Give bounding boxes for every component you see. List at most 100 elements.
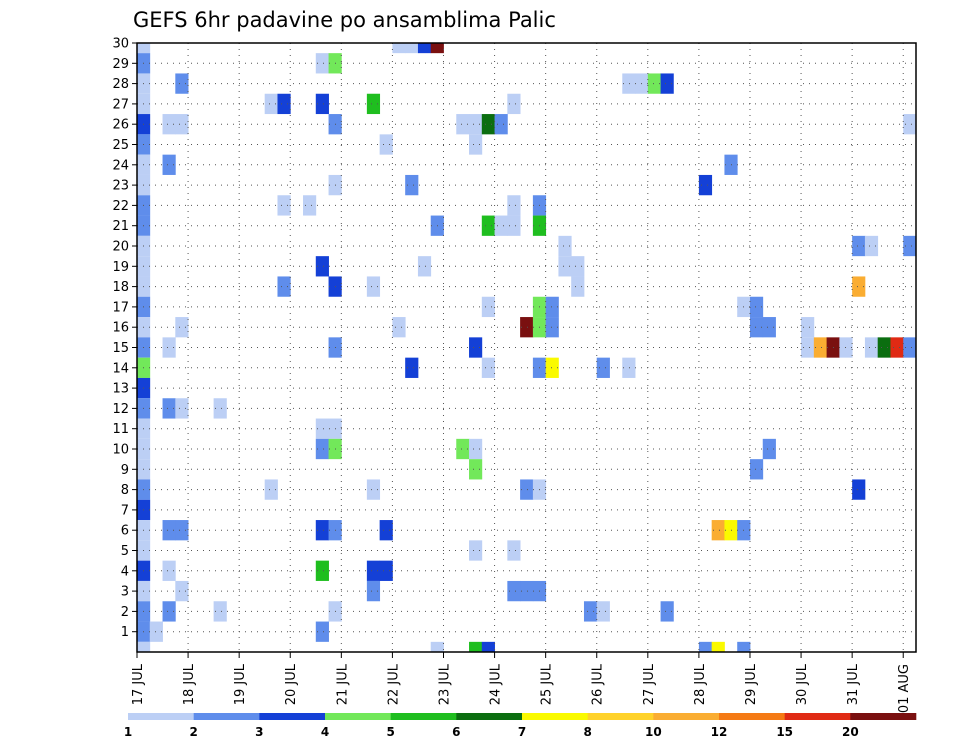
data-cell	[749, 296, 764, 318]
x-tick-label: 21 JUL	[335, 663, 350, 705]
data-cell	[852, 276, 866, 297]
data-cell	[315, 418, 329, 439]
colorbar-label: 3	[255, 725, 263, 739]
data-cell	[366, 479, 381, 500]
data-cell	[162, 398, 176, 419]
data-cell	[801, 337, 815, 358]
y-tick-label: 20	[112, 240, 129, 255]
y-tick-label: 14	[112, 361, 129, 376]
data-cell	[417, 43, 432, 54]
data-cell	[277, 276, 291, 297]
y-tick-label: 13	[112, 382, 129, 397]
y-tick-label: 29	[112, 57, 129, 72]
y-tick-label: 11	[112, 422, 129, 437]
data-cell	[698, 641, 713, 652]
data-cell	[520, 317, 534, 338]
y-tick-label: 21	[112, 219, 129, 234]
data-cell	[366, 560, 381, 581]
colorbar-label: 10	[645, 725, 662, 739]
data-cell	[315, 438, 329, 460]
data-cell	[366, 93, 381, 115]
data-cell	[507, 93, 521, 115]
data-cell	[494, 215, 508, 236]
x-tick-label: 17 JUL	[131, 663, 146, 705]
data-cell	[660, 601, 674, 622]
data-cell	[430, 641, 444, 652]
data-cell	[749, 459, 764, 480]
data-cell	[903, 114, 917, 135]
data-cell	[481, 357, 495, 378]
colorbar-label: 20	[842, 725, 859, 739]
data-cell	[737, 641, 751, 652]
data-cell	[469, 438, 483, 460]
grid-lines	[137, 42, 916, 652]
data-cell	[520, 580, 534, 602]
data-cell	[583, 601, 598, 622]
y-tick-label: 12	[112, 402, 129, 417]
data-cell	[545, 296, 559, 318]
data-cell	[175, 73, 189, 94]
y-tick-label: 27	[112, 97, 129, 112]
data-cell	[877, 337, 891, 358]
data-cell	[277, 195, 291, 216]
colorbar-swatch	[456, 713, 523, 720]
data-cell	[864, 235, 879, 257]
plot-frame	[136, 42, 917, 653]
y-tick-label: 2	[121, 605, 129, 620]
data-cell	[162, 337, 176, 358]
data-cell	[507, 215, 521, 236]
colorbar-swatch	[128, 713, 194, 720]
colorbar-swatch	[587, 713, 654, 720]
data-cell	[698, 174, 713, 196]
colorbar-label: 2	[189, 725, 197, 739]
data-cell	[571, 256, 585, 277]
data-cell	[852, 235, 866, 257]
colorbar-label: 1	[124, 725, 132, 739]
data-cell	[405, 174, 419, 196]
data-cell	[545, 357, 559, 378]
y-tick-label: 19	[112, 260, 129, 275]
x-tick-label: 23 JUL	[437, 663, 452, 705]
data-cell	[507, 540, 521, 561]
y-tick-label: 26	[112, 118, 129, 133]
data-cell	[469, 540, 483, 561]
data-cell	[175, 317, 189, 338]
colorbar-swatch	[193, 713, 260, 720]
data-cell	[469, 459, 483, 480]
y-tick-label: 7	[121, 503, 129, 518]
data-cell	[456, 114, 470, 135]
colorbar-swatch	[522, 713, 588, 720]
data-cell	[558, 235, 572, 257]
axes: 1234567891011121314151617181920212223242…	[112, 37, 917, 713]
data-cell	[162, 560, 176, 581]
data-cell	[481, 114, 495, 135]
data-cell	[469, 114, 483, 135]
data-cell	[481, 641, 495, 652]
data-cell	[162, 520, 176, 541]
colorbar-swatch	[259, 713, 326, 720]
chart-title: GEFS 6hr padavine po ansamblima Palic	[133, 8, 556, 32]
data-cell	[137, 641, 151, 652]
data-cell	[749, 317, 764, 338]
y-tick-label: 5	[121, 544, 129, 559]
data-cell	[315, 560, 329, 581]
data-cell	[175, 114, 189, 135]
data-cell	[481, 215, 495, 236]
y-tick-label: 25	[112, 138, 129, 153]
data-cell	[315, 53, 329, 74]
x-tick-label: 26 JUL	[591, 663, 606, 705]
colorbar-swatch	[850, 713, 917, 720]
data-cell	[213, 601, 227, 622]
data-cell	[430, 43, 444, 54]
data-cell	[175, 398, 189, 419]
colorbar-swatch	[784, 713, 851, 720]
x-tick-label: 18 JUL	[182, 663, 197, 705]
data-cell	[903, 337, 917, 358]
y-tick-label: 3	[121, 585, 129, 600]
y-tick-label: 28	[112, 77, 129, 92]
data-cells	[137, 43, 917, 652]
data-cell	[315, 621, 329, 642]
y-tick-label: 8	[121, 483, 129, 498]
x-tick-label: 19 JUL	[233, 663, 248, 705]
